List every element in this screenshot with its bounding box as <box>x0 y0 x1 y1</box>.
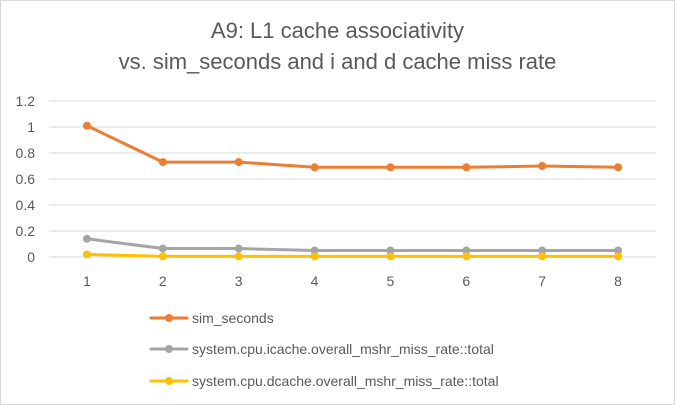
x-tick-label: 5 <box>387 273 395 289</box>
chart-title-line-1: A9: L1 cache associativity <box>210 18 465 43</box>
data-point <box>538 252 547 261</box>
x-tick-label: 7 <box>538 273 546 289</box>
y-tick-label: 0.2 <box>16 223 36 239</box>
data-point <box>234 158 243 167</box>
data-point <box>614 252 623 261</box>
data-point <box>158 244 167 253</box>
series-line-2 <box>85 237 620 252</box>
x-tick-label: 4 <box>311 273 319 289</box>
chart-title-line-2: vs. sim_seconds and i and d cache miss r… <box>118 49 557 74</box>
data-point <box>538 162 547 170</box>
data-point <box>462 163 471 172</box>
data-point <box>386 163 395 172</box>
legend-marker <box>165 345 173 353</box>
data-point <box>462 246 471 255</box>
y-tick-label: 0.6 <box>16 171 36 187</box>
x-tick-label: 8 <box>614 273 622 289</box>
data-point <box>158 252 167 261</box>
data-point <box>234 244 243 253</box>
series-line-3 <box>85 252 620 258</box>
legend-entry: sim_seconds <box>192 310 274 326</box>
data-point <box>462 252 471 261</box>
series-line-1 <box>85 124 620 169</box>
data-point <box>538 246 547 255</box>
x-tick-label: 3 <box>235 273 243 289</box>
y-tick-label: 0.8 <box>16 145 36 161</box>
chart-title: A9: L1 cache associativity vs. sim_secon… <box>1 15 674 77</box>
data-point <box>82 250 91 259</box>
data-point <box>158 158 167 167</box>
data-point <box>234 252 243 261</box>
data-point <box>614 163 623 172</box>
data-point <box>82 234 91 243</box>
x-tick-label: 6 <box>462 273 470 289</box>
data-point <box>614 246 623 255</box>
y-tick-label: 0.4 <box>16 197 36 213</box>
x-tick-label: 2 <box>159 273 167 289</box>
data-point <box>310 163 319 172</box>
legend-marker <box>165 314 173 322</box>
data-point <box>82 121 91 130</box>
legend-marker <box>165 377 173 385</box>
data-point <box>310 246 319 255</box>
data-point <box>386 246 395 255</box>
y-tick-label: 1.2 <box>16 93 36 109</box>
data-point <box>386 252 395 261</box>
legend-entry: system.cpu.icache.overall_mshr_miss_rate… <box>192 341 494 357</box>
data-point <box>310 252 319 261</box>
y-tick-label: 0 <box>27 249 35 265</box>
legend-entry: system.cpu.dcache.overall_mshr_miss_rate… <box>192 373 499 389</box>
x-tick-label: 1 <box>83 273 91 289</box>
y-tick-label: 1 <box>27 119 35 135</box>
